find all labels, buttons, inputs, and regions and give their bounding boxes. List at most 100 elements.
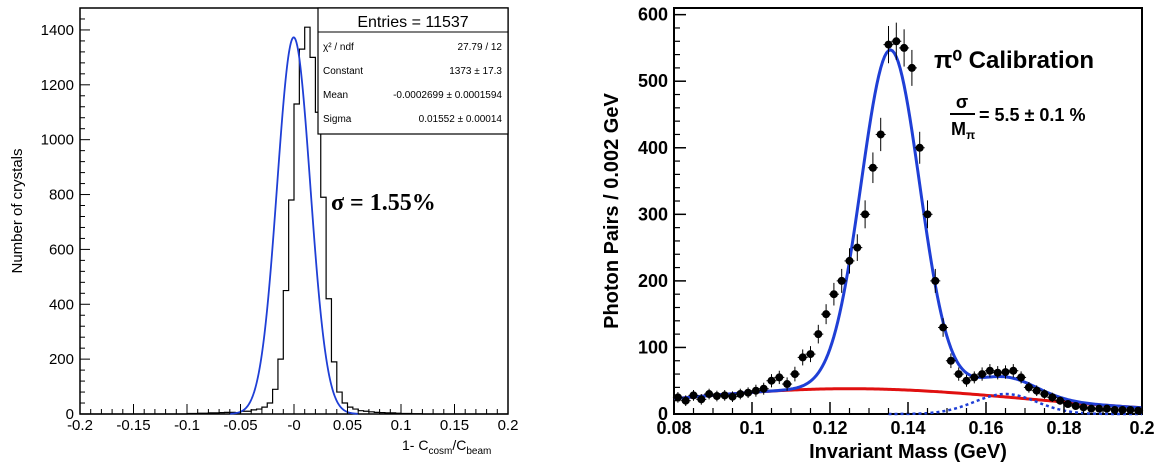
data-point [774, 370, 785, 385]
data-point [844, 248, 855, 274]
data-point [938, 318, 949, 337]
data-point [789, 366, 800, 382]
data-point [821, 304, 832, 325]
right-x-tick-label: 0.08 [656, 418, 691, 438]
left-y-axis-label: Number of crystals [9, 148, 26, 273]
data-point [766, 374, 777, 388]
right-y-tick-label: 300 [638, 204, 668, 224]
left-xlabel-prefix: 1- C [402, 437, 428, 453]
resolution-annotation: σ Mπ = 5.5 ± 0.1 % [950, 92, 1085, 142]
data-point [797, 349, 808, 366]
right-x-tick-label: 0.12 [812, 418, 847, 438]
data-point [992, 366, 1003, 380]
left-x-axis-ticks: -0.2 -0.15 -0.1 -0.05 -0 0.05 0.1 0.15 0.2 [67, 404, 518, 434]
stats-row-label: Constant [323, 66, 363, 77]
data-points [672, 22, 1144, 415]
data-point [727, 391, 738, 403]
stats-box-frame [317, 7, 509, 135]
stats-box-title: Entries = 11537 [357, 14, 468, 31]
stats-box: Entries = 11537 χ² / ndf 27.79 / 12 Consta… [317, 7, 509, 135]
right-x-tick-label: 0.16 [968, 418, 1003, 438]
right-x-axis-label: Invariant Mass (GeV) [809, 441, 1007, 463]
data-point [867, 152, 878, 184]
eta-bump-dotted-curve [888, 392, 1142, 416]
right-x-tick-label: 0.18 [1046, 418, 1081, 438]
data-point [969, 371, 980, 384]
stats-row-label: Mean [323, 90, 348, 101]
data-point [828, 282, 839, 306]
data-point [813, 324, 824, 344]
data-point [1008, 364, 1019, 378]
right-x-tick-label: 0.1 [739, 418, 764, 438]
left-y-tick-label: 1200 [41, 77, 74, 94]
left-y-tick-label: 400 [49, 296, 74, 313]
left-x-axis-label: 1- Ccosm/Cbeam [402, 437, 491, 457]
right-y-axis-ticks: 0 100 200 300 400 500 600 [638, 5, 686, 424]
data-point [782, 377, 793, 391]
left-histogram-chart: -0.2 -0.15 -0.1 -0.05 -0 0.05 0.1 0.15 0.2 0 200 4… [9, 7, 518, 457]
data-point [1125, 406, 1136, 415]
stats-row-value: 27.79 / 12 [458, 42, 503, 53]
right-scatter-chart: 0.08 0.1 0.12 0.14 0.16 0.18 0.2 0 100 200 300 400… [601, 5, 1155, 463]
right-y-tick-label: 600 [638, 5, 668, 25]
data-point [914, 131, 925, 164]
left-x-tick-label: 0.05 [333, 417, 362, 434]
data-point [945, 353, 956, 369]
left-y-tick-label: 1400 [41, 22, 74, 39]
data-point [1031, 385, 1042, 397]
left-xlabel-mid: /C [452, 437, 466, 453]
data-point [719, 390, 730, 401]
data-point [977, 367, 988, 381]
left-gaussian-fit-curve [229, 36, 359, 415]
left-x-tick-label: -0.2 [67, 417, 93, 434]
data-point [711, 390, 722, 402]
left-y-tick-label: 600 [49, 241, 74, 258]
right-x-tick-label: 0.2 [1129, 418, 1154, 438]
data-point [899, 29, 910, 67]
resolution-denominator: Mπ [951, 119, 975, 142]
data-point [750, 384, 761, 397]
data-point [704, 388, 715, 400]
right-y-tick-label: 400 [638, 138, 668, 158]
left-x-tick-label: 0.15 [440, 417, 469, 434]
left-y-tick-label: 0 [66, 406, 74, 423]
data-point [1023, 382, 1034, 393]
data-point [735, 388, 746, 400]
right-plot-frame [673, 7, 1143, 415]
data-point [758, 382, 769, 395]
data-point [961, 374, 972, 387]
data-point [922, 200, 933, 229]
left-xlabel-sub2: beam [466, 446, 491, 457]
left-x-tick-label: 0.1 [391, 417, 412, 434]
data-point [680, 395, 691, 407]
right-y-axis-label: Photon Pairs / 0.002 GeV [601, 93, 623, 329]
resolution-numerator: σ [956, 92, 968, 112]
left-y-axis-ticks: 0 200 400 600 800 1000 1200 1400 [41, 7, 90, 423]
left-y-tick-label: 800 [49, 187, 74, 204]
right-y-tick-label: 200 [638, 271, 668, 291]
data-point [1109, 406, 1120, 415]
left-x-tick-label: 0.2 [498, 417, 519, 434]
data-point [688, 390, 699, 401]
left-xlabel-sub1: cosm [428, 446, 452, 457]
data-point [860, 200, 871, 229]
right-y-tick-label: 500 [638, 71, 668, 91]
right-y-tick-label: 0 [658, 404, 668, 424]
data-point [1070, 402, 1081, 411]
left-x-tick-label: -0.1 [174, 417, 200, 434]
data-point [1133, 406, 1144, 415]
resolution-value: = 5.5 ± 0.1 % [979, 105, 1085, 125]
stats-box-rows: χ² / ndf 27.79 / 12 Constant 1373 ± 17.3 Mea… [323, 42, 502, 125]
data-point [883, 25, 894, 64]
stats-row-label: χ² / ndf [323, 42, 354, 53]
left-x-tick-label: -0 [287, 417, 300, 434]
right-x-tick-label: 0.14 [890, 418, 925, 438]
data-point [743, 387, 754, 399]
right-x-axis-ticks: 0.08 0.1 0.12 0.14 0.16 0.18 0.2 [656, 402, 1155, 438]
data-point [805, 346, 816, 363]
data-point [1055, 396, 1066, 405]
data-point [875, 117, 886, 152]
left-x-tick-label: -0.15 [116, 417, 150, 434]
right-y-tick-label: 100 [638, 337, 668, 357]
